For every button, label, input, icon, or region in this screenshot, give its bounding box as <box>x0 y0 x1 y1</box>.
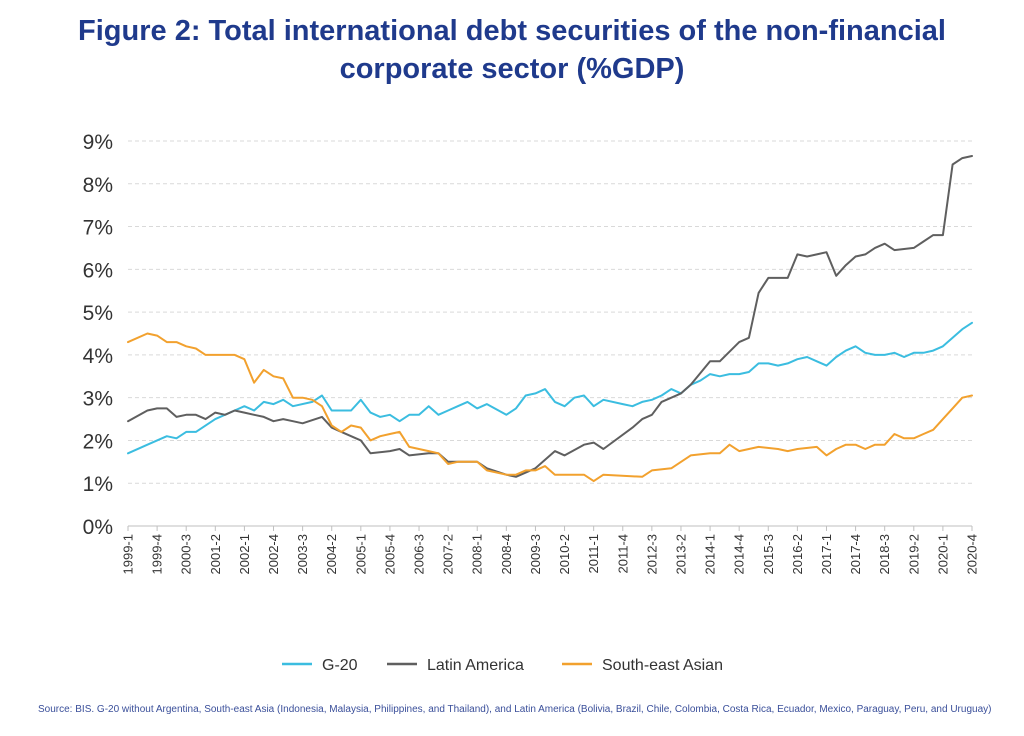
x-tick-label: 1999-4 <box>150 534 165 574</box>
x-tick-label: 2017-1 <box>819 534 834 574</box>
x-tick-label: 2016-2 <box>790 534 805 574</box>
x-tick-label: 2005-1 <box>353 534 368 574</box>
chart-title-line-2: corporate sector (%GDP) <box>339 53 685 85</box>
x-tick-label: 2020-1 <box>935 534 950 574</box>
x-tick-label: 2001-2 <box>208 534 223 574</box>
y-tick-label: 0% <box>83 516 113 539</box>
x-tick-label: 2010-2 <box>557 534 572 574</box>
x-tick-label: 2009-3 <box>528 534 543 574</box>
x-tick-label: 2002-4 <box>266 534 281 574</box>
axis-layer: 0% 1% 2% 3% 4% 5% 6% 7% 8% 9% 1999-1 1999-4 2000-3 20… <box>83 131 980 574</box>
chart-title: Figure 2: Total international debt secur… <box>0 12 1024 88</box>
x-tick-label: 2000-3 <box>179 534 194 574</box>
x-tick-label: 2006-3 <box>412 534 427 574</box>
series-line-g-20 <box>127 321 973 455</box>
x-tick-label: 2015-3 <box>761 534 776 574</box>
y-tick-label: 6% <box>83 259 113 282</box>
grid-layer <box>128 140 972 484</box>
x-tick-label: 2014-1 <box>703 534 718 574</box>
series-line-latin-america <box>127 155 973 478</box>
y-tick-label: 4% <box>83 345 113 368</box>
x-tick-label: 2012-3 <box>644 534 659 574</box>
legend-item: Latin America <box>387 657 524 674</box>
legend-label: Latin America <box>427 657 524 674</box>
y-tick-label: 8% <box>83 174 113 197</box>
y-tick-label: 7% <box>83 217 113 240</box>
x-tick-label: 2008-4 <box>499 534 514 574</box>
x-tick-label: 2018-3 <box>877 534 892 574</box>
chart-title-line-1: Figure 2: Total international debt secur… <box>78 15 946 47</box>
x-tick-label: 2019-2 <box>906 534 921 574</box>
series-layer <box>127 155 973 483</box>
x-tick-label: 1999-1 <box>121 534 136 574</box>
y-tick-label: 5% <box>83 302 113 325</box>
x-tick-label: 2013-2 <box>673 534 688 574</box>
series-line-south-east-asian <box>127 332 973 483</box>
x-tick-label: 2007-2 <box>441 534 456 574</box>
legend-label: South-east Asian <box>602 657 723 674</box>
x-tick-label: 2004-2 <box>324 534 339 574</box>
x-tick-label: 2008-1 <box>470 534 485 574</box>
x-tick-label: 2005-4 <box>382 534 397 574</box>
legend: G-20 Latin America South-east Asian <box>282 657 723 674</box>
x-tick-label: 2014-4 <box>732 534 747 574</box>
x-tick-label: 2003-3 <box>295 534 310 574</box>
legend-item: G-20 <box>282 657 358 674</box>
legend-item: South-east Asian <box>562 657 723 674</box>
x-tick-label: 2002-1 <box>237 534 252 574</box>
source-note: Source: BIS. G-20 without Argentina, Sou… <box>38 704 992 715</box>
y-tick-label: 9% <box>83 131 113 154</box>
x-tick-label: 2020-4 <box>965 534 980 574</box>
y-tick-label: 2% <box>83 430 113 453</box>
x-tick-label: 2011-4 <box>615 534 630 574</box>
y-tick-label: 1% <box>83 473 113 496</box>
x-tick-label: 2011-1 <box>586 534 601 574</box>
y-tick-label: 3% <box>83 388 113 411</box>
legend-label: G-20 <box>322 657 358 674</box>
x-tick-label: 2017-4 <box>848 534 863 574</box>
